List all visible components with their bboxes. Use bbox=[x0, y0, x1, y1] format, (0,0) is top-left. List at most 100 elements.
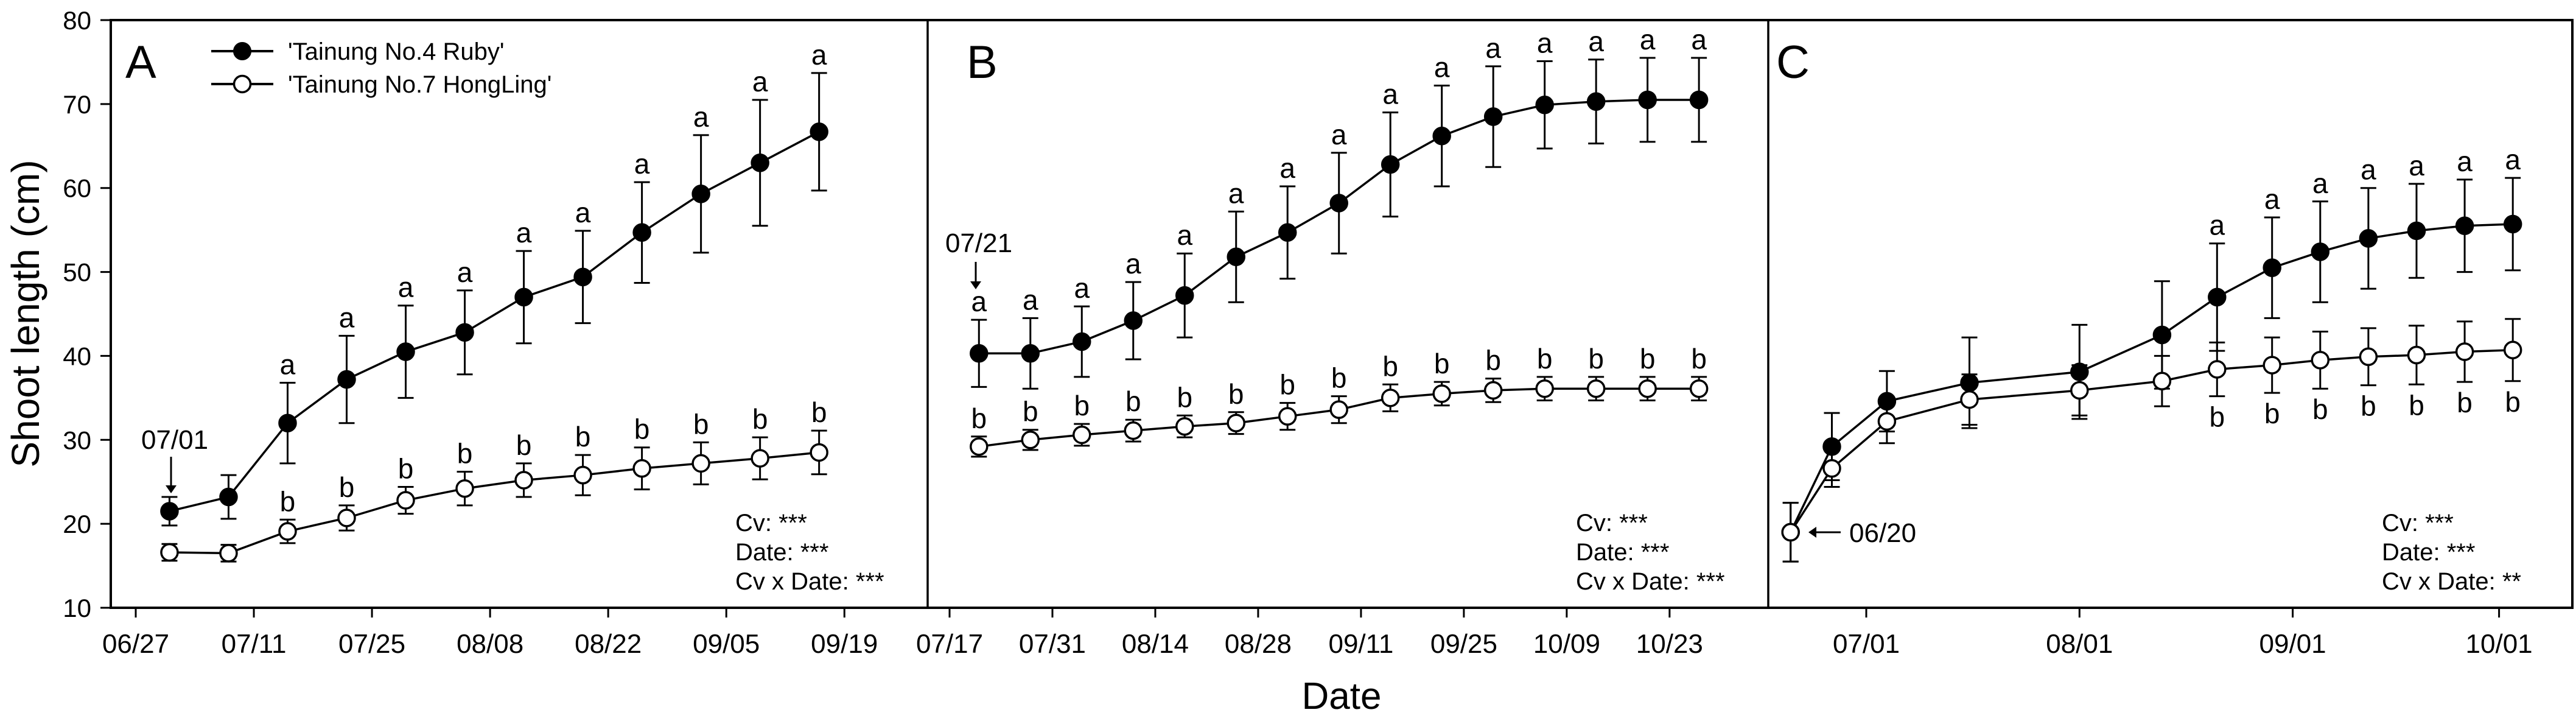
filled-circle-marker bbox=[1432, 126, 1451, 146]
sig-letter-a: a bbox=[1074, 272, 1090, 304]
open-circle-marker bbox=[2455, 342, 2474, 361]
sig-letter-a: a bbox=[516, 217, 532, 248]
panel-b-label: B bbox=[967, 37, 998, 88]
panel-a-label: A bbox=[125, 37, 156, 88]
significance-letters: aaa a a a a bbox=[2210, 144, 2521, 241]
filled-circle-marker bbox=[1175, 286, 1194, 305]
x-tick-label: 09/05 bbox=[693, 629, 760, 659]
sig-letter-a: a bbox=[1640, 24, 1656, 55]
legend: 'Tainung No.4 Ruby' 'Tainung No.7 HongLi… bbox=[211, 38, 551, 98]
x-axis-ticks: 07/17 07/31 08/14 08/28 09/11 09/25 10/09 10/23 bbox=[916, 608, 1703, 659]
open-circle-marker bbox=[1877, 412, 1897, 431]
sig-letter-a: a bbox=[1228, 177, 1244, 209]
series-layer: 06/27 07/11 07/25 08/08 08/22 09/05 09/19 a a a a a… bbox=[102, 24, 2533, 659]
filled-circle-marker bbox=[1124, 311, 1143, 330]
sig-letter-b: b bbox=[398, 452, 414, 484]
annotation-text: 07/21 bbox=[945, 228, 1012, 258]
open-circle-marker bbox=[2070, 381, 2089, 400]
filled-circle-marker bbox=[2407, 221, 2426, 241]
x-tick-label: 07/11 bbox=[222, 629, 287, 659]
sig-letter-b: b bbox=[1434, 348, 1450, 379]
open-circle-marker bbox=[1073, 425, 1091, 445]
filled-circle-marker bbox=[2263, 258, 2281, 277]
filled-circle-marker bbox=[632, 223, 651, 242]
sig-letter-a: a bbox=[1382, 79, 1398, 110]
open-circle-marker bbox=[337, 509, 356, 527]
sig-letter-a: a bbox=[1023, 284, 1038, 315]
x-tick-label: 09/11 bbox=[1328, 629, 1393, 659]
legend-label-ruby: 'Tainung No.4 Ruby' bbox=[288, 38, 505, 65]
open-circle-marker bbox=[2263, 356, 2281, 375]
stats-date: Date: *** bbox=[735, 539, 828, 566]
sig-letter-b: b bbox=[1382, 350, 1398, 382]
filled-circle-marker bbox=[691, 185, 710, 203]
sig-letter-b: b bbox=[1279, 369, 1295, 401]
series-line bbox=[1790, 223, 2513, 533]
filled-circle-marker bbox=[514, 287, 533, 307]
sig-letter-b: b bbox=[634, 414, 650, 445]
significance-letters: b b b b b b b b b b bbox=[280, 396, 827, 517]
x-axis-ticks: 06/27 07/11 07/25 08/08 08/22 09/05 09/19 bbox=[102, 608, 878, 659]
filled-circle-marker bbox=[160, 502, 179, 521]
stats-panel-b: Cv: *** Date: *** Cv x Date: *** bbox=[1576, 510, 1725, 595]
stats-date: Date: *** bbox=[2382, 539, 2475, 566]
sig-letter-a: a bbox=[1485, 32, 1501, 64]
filled-circle-marker bbox=[219, 487, 238, 507]
filled-circle-marker bbox=[1021, 344, 1040, 363]
filled-circle-marker bbox=[396, 342, 415, 361]
down-arrow-icon bbox=[970, 281, 981, 289]
open-circle-marker bbox=[2311, 351, 2330, 370]
sig-letter-b: b bbox=[1074, 390, 1090, 421]
filled-circle-marker bbox=[2311, 242, 2330, 261]
legend-label-hongling: 'Tainung No.7 HongLing' bbox=[288, 71, 551, 98]
sig-letter-a: a bbox=[1588, 26, 1604, 57]
axes-layer: 10 20 30 40 50 60 70 80 bbox=[63, 6, 111, 622]
sig-letter-b: b bbox=[2505, 386, 2521, 418]
x-tick-label: 10/01 bbox=[2466, 629, 2533, 659]
filled-circle-marker bbox=[2503, 214, 2522, 234]
stats-date: Date: *** bbox=[1576, 539, 1669, 566]
sig-letter-b: b bbox=[1588, 343, 1604, 375]
stats-cv-x-date: Cv x Date: *** bbox=[735, 568, 884, 595]
sig-letter-a: a bbox=[971, 286, 987, 317]
open-circle-marker bbox=[2407, 345, 2426, 365]
frame-border bbox=[110, 19, 2574, 609]
error-bars bbox=[161, 72, 827, 527]
y-tick-label: 70 bbox=[63, 90, 91, 119]
sig-letter-a: a bbox=[1125, 248, 1141, 280]
sig-letter-b: b bbox=[2264, 398, 2280, 429]
series-ruby: aaa a a a a bbox=[1781, 144, 2522, 563]
filled-circle-marker bbox=[2359, 229, 2378, 248]
sig-letter-b: b bbox=[575, 421, 591, 452]
stats-cv-x-date: Cv x Date: *** bbox=[1576, 568, 1725, 595]
panel-c-label: C bbox=[1776, 37, 1810, 88]
sig-letter-a: a bbox=[752, 66, 768, 97]
open-circle-marker bbox=[1432, 384, 1451, 403]
series-hongling: b b b b b b b b b b bbox=[160, 396, 828, 563]
filled-circle-marker bbox=[1586, 92, 1606, 111]
sig-letter-a: a bbox=[2361, 154, 2376, 186]
x-tick-label: 07/31 bbox=[1019, 629, 1086, 659]
sig-letter-b: b bbox=[1691, 343, 1707, 375]
open-circle-marker bbox=[160, 543, 179, 562]
significance-letters: a a a a a a a a a a bbox=[280, 39, 827, 381]
y-tick-label: 60 bbox=[63, 174, 91, 203]
sig-letter-b: b bbox=[1177, 381, 1192, 413]
filled-circle-marker bbox=[1535, 95, 1554, 114]
filled-circle-marker bbox=[1689, 90, 1709, 110]
sig-letter-a: a bbox=[1177, 219, 1192, 251]
sig-letter-b: b bbox=[693, 408, 709, 440]
filled-circle-marker bbox=[337, 370, 356, 389]
sig-letter-a: a bbox=[1434, 52, 1450, 83]
open-circle-marker bbox=[1638, 379, 1657, 398]
stats-cv: Cv: *** bbox=[2382, 510, 2454, 537]
open-circle-marker bbox=[1227, 414, 1245, 432]
sig-letter-b: b bbox=[1537, 343, 1553, 375]
open-circle-marker bbox=[1586, 379, 1606, 398]
sig-letter-a: a bbox=[575, 197, 591, 228]
sig-letter-a: a bbox=[2312, 167, 2328, 199]
stats-panel-c: Cv: *** Date: *** Cv x Date: ** bbox=[2382, 510, 2521, 595]
sig-letter-b: b bbox=[1331, 362, 1347, 394]
sig-letter-b: b bbox=[971, 403, 987, 434]
